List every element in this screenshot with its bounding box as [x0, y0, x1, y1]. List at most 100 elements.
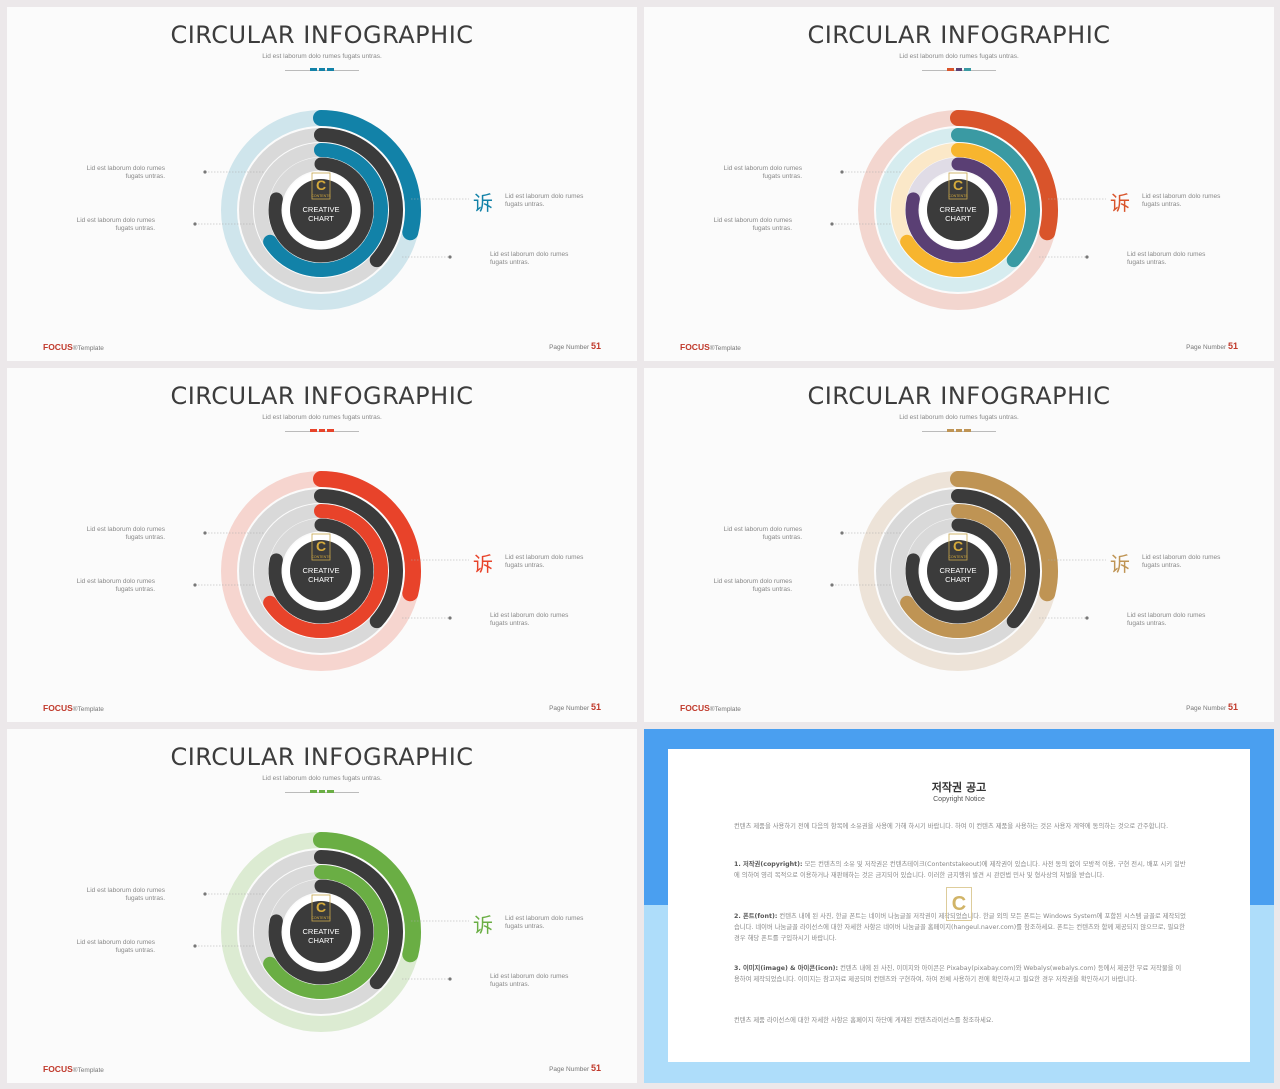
copyright-subtitle: Copyright Notice: [933, 796, 985, 803]
slide-4[interactable]: C CONTENTS CREATIVE CHART CIRCULAR INFOGRAP…: [644, 368, 1274, 722]
brand-suffix: ®Template: [72, 1067, 104, 1074]
copyright-section-2-body: 컨텐츠 내에 된 사진, 한글 폰트는 네이버 나눔글꼴 저작권이 제작되었습니…: [734, 913, 1186, 942]
ring-arc-3: [263, 143, 388, 277]
center-title-line-1: CREATIVE: [940, 205, 977, 214]
connector-dot-4: [1085, 616, 1089, 620]
slide-copyright[interactable]: 저작권 공고 Copyright Notice 컨텐츠 제품을 사용하기 전에 …: [644, 729, 1274, 1083]
label-top-left: Lid est laborum dolo rumes fugats untras…: [86, 887, 165, 902]
connector-dot-1: [840, 531, 844, 535]
center-logo-text: CONTENTS: [948, 194, 968, 198]
center-logo-text: CONTENTS: [311, 194, 331, 198]
center-disc: [290, 179, 352, 241]
copyright-section-2-heading: 2. 폰트(font):: [734, 913, 778, 920]
brand-name: FOCUS: [43, 342, 73, 352]
center-logo-frame: [948, 533, 968, 561]
title-accent-dots: [310, 790, 335, 793]
connector-dot-2: [830, 583, 834, 587]
brand-suffix: ®Template: [709, 706, 741, 713]
page-number-label: Page Number: [549, 705, 590, 712]
connector-dot-1: [203, 892, 207, 896]
label-bottom-right: Lid est laborum dolo rumes fugats untras…: [1127, 612, 1206, 627]
page-number-label: Page Number: [549, 344, 590, 351]
title-accent-dots: [310, 68, 335, 71]
copyright-section-1: 1. 저작권(copyright): 모든 컨텐츠의 소유 및 저작권은 컨텐츠…: [734, 859, 1186, 881]
connector-dot-2: [193, 583, 197, 587]
copyright-section-3-body: 컨텐츠 내에 된 사진, 이미지와 아이콘은 Pixabay(pixabay.c…: [734, 965, 1182, 983]
label-bottom-right: Lid est laborum dolo rumes fugats untras…: [1127, 251, 1206, 266]
brand-logo: FOCUS®Template: [43, 703, 104, 713]
brand-suffix: ®Template: [72, 706, 104, 713]
slide-subtitle: Lid est laborum dolo rumes fugats untras…: [899, 414, 1019, 421]
ring-arc-3: [900, 504, 1025, 638]
center-disc: [927, 179, 989, 241]
ring-arc-2: [314, 128, 403, 268]
ring-arc-4: [905, 518, 1011, 624]
ring-arc-1: [313, 471, 421, 602]
title-accent-dots: [947, 429, 972, 432]
page-number-label: Page Number: [549, 1066, 590, 1073]
label-top-right: Lid est laborum dolo rumes fugats untras…: [505, 193, 584, 208]
slide-title: CIRCULAR INFOGRAPHIC: [170, 21, 474, 49]
center-title-line-2: CHART: [308, 936, 334, 945]
ring-arc-4: [268, 518, 374, 624]
slide-subtitle: Lid est laborum dolo rumes fugats untras…: [262, 53, 382, 60]
brand-name: FOCUS: [43, 1064, 73, 1074]
ring-arc-1: [313, 110, 421, 241]
connector-dot-4: [448, 616, 452, 620]
label-top-left: Lid est laborum dolo rumes fugats untras…: [86, 165, 165, 180]
page-number: Page Number 51: [1186, 341, 1238, 351]
connector-dot-4: [448, 255, 452, 259]
center-logo-text: CONTENTS: [311, 916, 331, 920]
page-number-value: 51: [590, 702, 601, 712]
ring-arc-4: [268, 157, 374, 263]
center-title-line-2: CHART: [308, 214, 334, 223]
label-bottom-right: Lid est laborum dolo rumes fugats untras…: [490, 251, 569, 266]
brand-logo: FOCUS®Template: [43, 1064, 104, 1074]
slide-5[interactable]: C CONTENTS CREATIVE CHART CIRCULAR INFOGRAP…: [7, 729, 637, 1083]
center-logo-letter: C: [953, 538, 963, 554]
brand-logo: FOCUS®Template: [680, 342, 741, 352]
center-title-line-1: CREATIVE: [303, 566, 340, 575]
label-top-right: Lid est laborum dolo rumes fugats untras…: [1142, 193, 1221, 208]
ring-arc-2: [314, 489, 403, 629]
label-bottom-right: Lid est laborum dolo rumes fugats untras…: [490, 973, 569, 988]
label-top-right: Lid est laborum dolo rumes fugats untras…: [505, 915, 584, 930]
slide-title: CIRCULAR INFOGRAPHIC: [170, 743, 474, 771]
ring-arc-1: [950, 110, 1058, 241]
slide-title: CIRCULAR INFOGRAPHIC: [170, 382, 474, 410]
center-disc: [290, 901, 352, 963]
copyright-section-2: 2. 폰트(font): 컨텐츠 내에 된 사진, 한글 폰트는 네이버 나눔글…: [734, 911, 1186, 944]
label-top-left: Lid est laborum dolo rumes fugats untras…: [723, 165, 802, 180]
center-logo-letter: C: [316, 177, 326, 193]
ring-arc-3: [263, 865, 388, 999]
center-title-line-2: CHART: [308, 575, 334, 584]
label-top-right: Lid est laborum dolo rumes fugats untras…: [505, 554, 584, 569]
ring-arc-2: [951, 128, 1040, 268]
ring-arc-1: [950, 471, 1058, 602]
contents-logo-watermark: C: [946, 887, 972, 921]
label-bottom-right: Lid est laborum dolo rumes fugats untras…: [490, 612, 569, 627]
slide-2[interactable]: C CONTENTS CREATIVE CHART CIRCULAR INFOGRAP…: [644, 7, 1274, 361]
center-logo-frame: [311, 894, 331, 922]
label-mid-left: Lid est laborum dolo rumes fugats untras…: [713, 578, 792, 593]
slide-1[interactable]: C CONTENTS CREATIVE CHART CIRCULAR INFOGRAP…: [7, 7, 637, 361]
center-logo-frame: [311, 172, 331, 200]
slide-title: CIRCULAR INFOGRAPHIC: [807, 382, 1111, 410]
page-number: Page Number 51: [1186, 702, 1238, 712]
slide-3[interactable]: C CONTENTS CREATIVE CHART CIRCULAR INFOGRAP…: [7, 368, 637, 722]
brand-suffix: ®Template: [709, 345, 741, 352]
center-disc: [927, 540, 989, 602]
connector-dot-2: [830, 222, 834, 226]
page-number: Page Number 51: [549, 702, 601, 712]
copyright-section-3-heading: 3. 이미지(image) & 아이콘(icon):: [734, 965, 839, 972]
connector-dot-4: [448, 977, 452, 981]
title-accent-dots: [310, 429, 335, 432]
center-title-line-1: CREATIVE: [303, 927, 340, 936]
connector-dot-2: [193, 944, 197, 948]
copyright-section-3: 3. 이미지(image) & 아이콘(icon): 컨텐츠 내에 된 사진, …: [734, 963, 1186, 985]
slide-subtitle: Lid est laborum dolo rumes fugats untras…: [899, 53, 1019, 60]
copyright-outro: 컨텐츠 제품 라이선스에 대한 자세한 사항은 홈페이지 하단에 게재된 컨텐츠…: [734, 1017, 994, 1024]
center-logo-frame: [311, 533, 331, 561]
